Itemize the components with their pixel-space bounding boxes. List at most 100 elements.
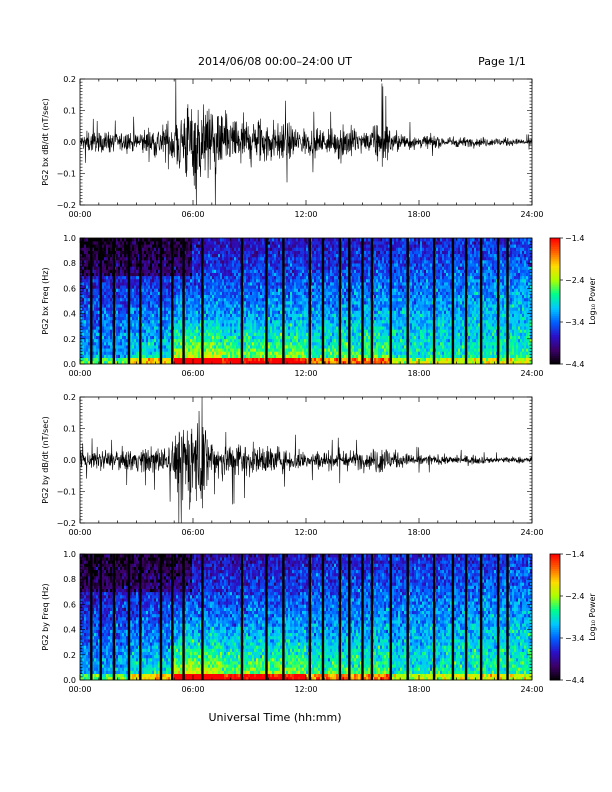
x-tick-label: 00:00 <box>68 210 91 219</box>
data-gap <box>348 554 351 680</box>
x-tick-label: 24:00 <box>520 210 543 219</box>
y-tick-label: 0.0 <box>63 676 76 685</box>
x-tick-label: 18:00 <box>407 528 430 537</box>
colorbar-tick-label: −4.4 <box>565 676 584 685</box>
data-gap <box>182 238 185 364</box>
y-tick-label: 1.0 <box>63 550 76 559</box>
data-gap <box>451 238 455 364</box>
data-gap <box>406 238 409 364</box>
colorbar: −1.4 −2.4 −3.4 −4.4 Log₁₀ Power <box>549 550 597 685</box>
data-gap <box>370 554 374 680</box>
x-tick-label: 12:00 <box>294 210 317 219</box>
panel-0: 00:00 06:00 12:00 18:00 24:00−0.2−0.10.00.10… <box>41 75 544 219</box>
data-gap <box>112 554 116 680</box>
data-gap <box>265 238 268 364</box>
y-axis: 0.0 0.2 0.4 0.6 0.8 1.0 PG2 by Freq (Hz) <box>41 550 532 685</box>
x-axis: 00:00 06:00 12:00 18:00 24:00 <box>68 397 544 537</box>
y-tick-label: 1.0 <box>63 234 76 243</box>
x-tick-label: 00:00 <box>68 528 91 537</box>
data-gap <box>201 238 204 364</box>
y-tick-label: 0.4 <box>63 310 76 319</box>
y-axis: −0.2 −0.1 0.0 0.1 0.2 PG2 bx dB/dt (nT/sec) <box>41 75 532 210</box>
data-gap <box>182 554 185 680</box>
x-tick-label: 00:00 <box>68 369 91 378</box>
page-indicator: Page 1/1 <box>478 55 526 68</box>
data-gap <box>159 554 163 680</box>
x-tick-label: 18:00 <box>407 685 430 694</box>
data-gap <box>389 554 392 680</box>
data-gap <box>139 554 142 680</box>
waveform-trace <box>80 397 532 523</box>
spectrogram-cells <box>80 554 533 681</box>
data-gap <box>99 554 102 680</box>
colorbar-tick-label: −2.4 <box>565 592 584 601</box>
data-gap <box>348 238 351 364</box>
y-tick-label: 0.0 <box>63 138 76 147</box>
data-gap <box>464 238 468 364</box>
data-gap <box>201 554 204 680</box>
data-gap <box>112 238 116 364</box>
colorbar-tick-label: −1.4 <box>565 550 584 559</box>
y-tick-label: 0.1 <box>63 107 76 116</box>
y-axis-label: PG2 by dB/dt (nT/sec) <box>41 416 50 503</box>
data-gap <box>282 554 285 680</box>
data-gap <box>361 554 364 680</box>
panel-1: −1.4 −2.4 −3.4 −4.4 Log₁₀ Power 00:00 06:00 12:… <box>41 234 597 378</box>
waveform-trace <box>80 79 532 205</box>
y-tick-label: 0.0 <box>63 456 76 465</box>
data-gap <box>432 554 436 680</box>
x-tick-label: 18:00 <box>407 369 430 378</box>
y-tick-label: 0.2 <box>63 651 76 660</box>
y-tick-label: −0.2 <box>57 201 76 210</box>
y-axis-label: PG2 bx dB/dt (nT/sec) <box>41 98 50 185</box>
data-gap <box>240 238 244 364</box>
x-tick-label: 00:00 <box>68 685 91 694</box>
colorbar: −1.4 −2.4 −3.4 −4.4 Log₁₀ Power <box>549 234 597 369</box>
y-axis: 0.0 0.2 0.4 0.6 0.8 1.0 PG2 bx Freq (Hz) <box>41 234 532 369</box>
y-tick-label: 0.6 <box>63 284 76 293</box>
y-axis: −0.2 −0.1 0.0 0.1 0.2 PG2 by dB/dt (nT/sec) <box>41 393 532 528</box>
data-gap <box>321 238 325 364</box>
y-tick-label: 0.4 <box>63 626 76 635</box>
y-axis-label: PG2 bx Freq (Hz) <box>41 267 50 334</box>
x-tick-label: 18:00 <box>407 210 430 219</box>
data-gap <box>90 238 93 364</box>
y-axis-label: PG2 by Freq (Hz) <box>41 583 50 650</box>
y-tick-label: 0.2 <box>63 75 76 84</box>
data-gap <box>432 238 436 364</box>
x-axis: 00:00 06:00 12:00 18:00 24:00 <box>68 238 544 378</box>
y-tick-label: 0.2 <box>63 393 76 402</box>
data-gap <box>479 238 483 364</box>
data-gap <box>506 238 509 364</box>
colorbar-tick-label: −2.4 <box>565 276 584 285</box>
data-gap <box>321 554 325 680</box>
y-tick-label: 0.8 <box>63 259 76 268</box>
data-gap <box>240 554 244 680</box>
data-gap <box>389 238 392 364</box>
y-tick-label: 0.2 <box>63 335 76 344</box>
data-gap <box>171 238 174 364</box>
spectrogram-cells <box>80 238 533 365</box>
data-gap <box>506 554 509 680</box>
x-axis-label: Universal Time (hh:mm) <box>209 711 342 724</box>
x-tick-label: 06:00 <box>181 685 204 694</box>
data-gap <box>127 238 131 364</box>
x-axis: 00:00 06:00 12:00 18:00 24:00 <box>68 554 544 694</box>
x-tick-label: 12:00 <box>294 685 317 694</box>
data-gap <box>451 554 455 680</box>
data-gap <box>90 554 93 680</box>
data-gap <box>99 238 102 364</box>
y-tick-label: 0.8 <box>63 575 76 584</box>
colorbar-tick-label: −4.4 <box>565 360 584 369</box>
colorbar-label: Log₁₀ Power <box>588 593 597 641</box>
panel-2: 00:00 06:00 12:00 18:00 24:00−0.2−0.10.00.10… <box>41 393 544 537</box>
y-tick-label: 0.6 <box>63 600 76 609</box>
data-gaps <box>90 554 509 680</box>
data-gap <box>406 554 409 680</box>
data-gap <box>361 238 364 364</box>
x-tick-label: 06:00 <box>181 528 204 537</box>
data-gap <box>308 554 311 680</box>
x-axis: 00:00 06:00 12:00 18:00 24:00 <box>68 79 544 219</box>
data-gap <box>308 238 311 364</box>
